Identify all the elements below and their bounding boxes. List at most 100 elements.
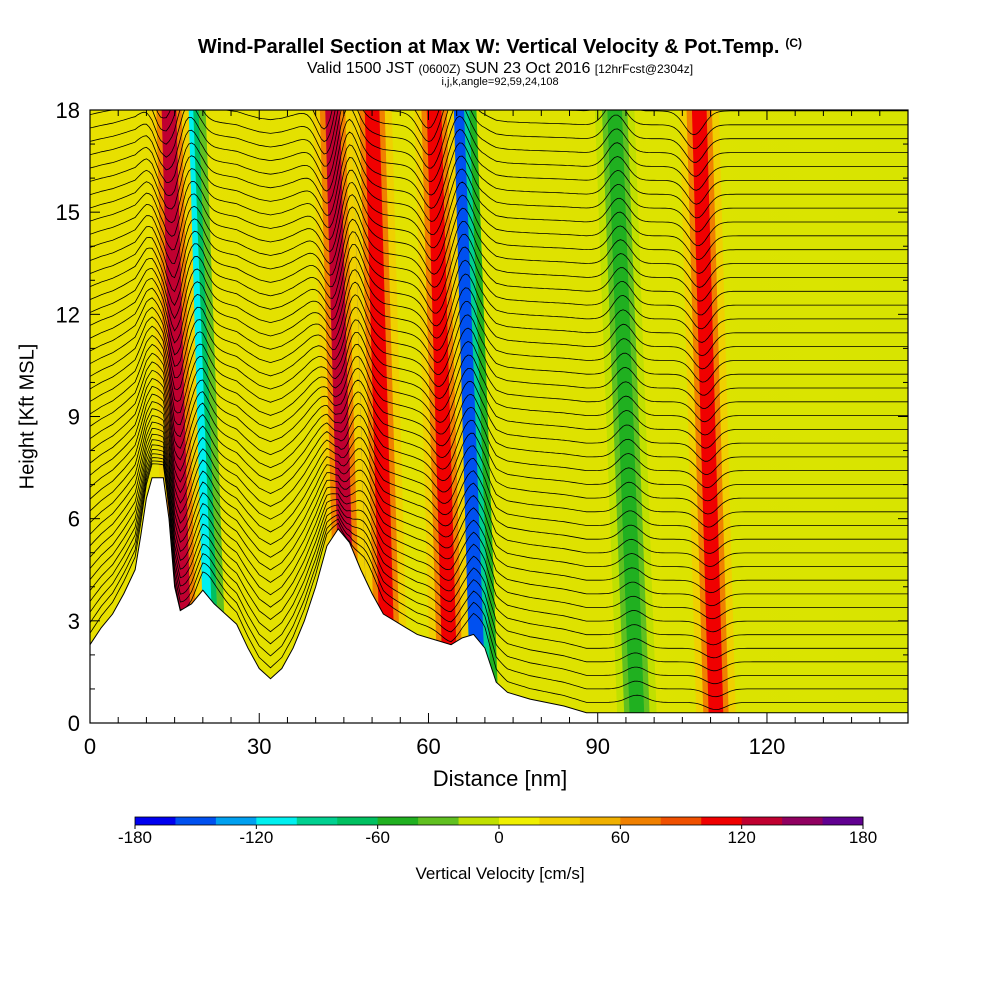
colorbar-swatch <box>458 817 500 825</box>
colorbar-swatch <box>660 817 702 825</box>
isentrope-28 <box>90 244 908 343</box>
colorbar-tick-label: 60 <box>611 828 630 847</box>
valid-line: Valid 1500 JST (0600Z) SUN 23 Oct 2016 [… <box>0 60 1000 78</box>
isentrope-34 <box>90 169 908 261</box>
x-tick-label: 90 <box>585 734 609 759</box>
y-tick-label: 3 <box>68 609 80 634</box>
colorbar-tick-label: 180 <box>849 828 877 847</box>
y-tick-label: 0 <box>68 711 80 736</box>
velocity-streak-up4-2 <box>691 110 724 723</box>
chart-title: Wind-Parallel Section at Max W: Vertical… <box>0 36 1000 59</box>
colorbar-swatch <box>175 817 217 825</box>
velocity-streak-down2-2 <box>449 110 487 723</box>
forecast-info: [12hrFcst@2304z] <box>594 62 694 76</box>
isentrope-33 <box>90 181 908 274</box>
isentrope-21 <box>90 325 908 436</box>
isentrope-7 <box>90 433 908 620</box>
isentrope-25 <box>90 281 908 383</box>
isentrope-41 <box>90 110 908 163</box>
colorbar-swatch <box>337 817 379 825</box>
isentrope-43 <box>156 110 908 136</box>
colorbar-swatch <box>620 817 662 825</box>
isentrope-37 <box>90 131 908 219</box>
colorbar-swatch <box>701 817 743 825</box>
y-tick-label: 15 <box>56 200 80 225</box>
valid-zulu: (0600Z) <box>418 62 461 76</box>
colorbar-tick-label: -60 <box>365 828 390 847</box>
isentrope-29 <box>90 231 908 330</box>
isentrope-12 <box>90 401 908 554</box>
isentrope-10 <box>90 415 908 581</box>
y-tick-label: 18 <box>56 98 80 123</box>
colorbar-swatch <box>741 817 783 825</box>
colorbar-swatch <box>499 817 540 825</box>
isentrope-0 <box>90 463 908 711</box>
colorbar-swatch <box>296 817 338 825</box>
x-axis-label: Distance [nm] <box>432 766 568 791</box>
x-tick-label: 0 <box>84 734 96 759</box>
colorbar-swatch <box>215 817 257 825</box>
valid-date: SUN 23 Oct 2016 <box>464 60 591 77</box>
x-axis: 0 30 60 90 120 <box>84 110 909 759</box>
colorbar-swatch <box>135 817 176 825</box>
isentrope-11 <box>90 408 908 567</box>
x-tick-label: 60 <box>416 734 440 759</box>
isentropes <box>90 110 908 711</box>
isentrope-32 <box>90 194 908 288</box>
isentrope-13 <box>90 393 908 541</box>
y-axis: 0 3 6 9 12 15 18 <box>56 98 908 736</box>
isentrope-6 <box>90 439 908 633</box>
isentrope-16 <box>90 369 908 502</box>
velocity-field <box>149 110 736 723</box>
isentrope-5 <box>90 444 908 646</box>
colorbar-label: Vertical Velocity [cm/s] <box>415 864 585 883</box>
isentrope-23 <box>90 306 908 410</box>
isentrope-26 <box>90 269 908 370</box>
isentrope-22 <box>90 316 908 423</box>
colorbar-swatch <box>377 817 419 825</box>
isentrope-24 <box>90 294 908 396</box>
isentrope-4 <box>90 449 908 659</box>
y-tick-label: 9 <box>68 405 80 430</box>
isentrope-18 <box>90 352 908 475</box>
isentrope-20 <box>90 334 908 449</box>
colorbar-tick-label: -180 <box>118 828 152 847</box>
isentrope-15 <box>90 378 908 515</box>
colorbar: -180 -120 -60 0 60 120 180 <box>118 816 877 847</box>
isentrope-27 <box>90 256 908 357</box>
isentrope-3 <box>90 453 908 672</box>
colorbar-tick-label: 0 <box>494 828 503 847</box>
velocity-streak-up2-2 <box>364 110 397 723</box>
isentrope-2 <box>90 457 908 685</box>
isentrope-30 <box>90 218 908 316</box>
x-tick-label: 30 <box>247 734 271 759</box>
isentrope-31 <box>90 206 908 302</box>
chart-title-text: Wind-Parallel Section at Max W: Vertical… <box>197 36 780 58</box>
isentrope-19 <box>90 343 908 462</box>
isentrope-8 <box>90 427 908 607</box>
title-units: (C) <box>785 36 803 50</box>
colorbar-swatch <box>782 817 824 825</box>
colorbar-swatch <box>418 817 460 825</box>
y-axis-label: Height [Kft MSL] <box>16 343 39 490</box>
y-tick-label: 12 <box>56 302 80 327</box>
grid-indices: i,j,k,angle=92,59,24,108 <box>441 76 559 88</box>
y-tick-label: 6 <box>68 507 80 532</box>
colorbar-swatch <box>539 817 581 825</box>
x-tick-label: 120 <box>749 734 786 759</box>
isentrope-1 <box>90 460 908 698</box>
velocity-streak-up3-2 <box>426 110 459 723</box>
isentrope-36 <box>90 144 908 233</box>
isentrope-38 <box>90 118 908 205</box>
isentrope-40 <box>90 110 908 177</box>
valid-time: Valid 1500 JST <box>306 60 414 77</box>
velocity-streak-down3-2 <box>607 110 645 723</box>
colorbar-tick-label: 120 <box>727 828 755 847</box>
isentrope-35 <box>90 157 908 247</box>
isentrope-14 <box>90 385 908 528</box>
colorbar-swatch <box>822 817 864 825</box>
colorbar-tick-label: -120 <box>239 828 273 847</box>
velocity-streak-up0-2 <box>161 110 194 723</box>
colorbar-swatch <box>256 817 298 825</box>
